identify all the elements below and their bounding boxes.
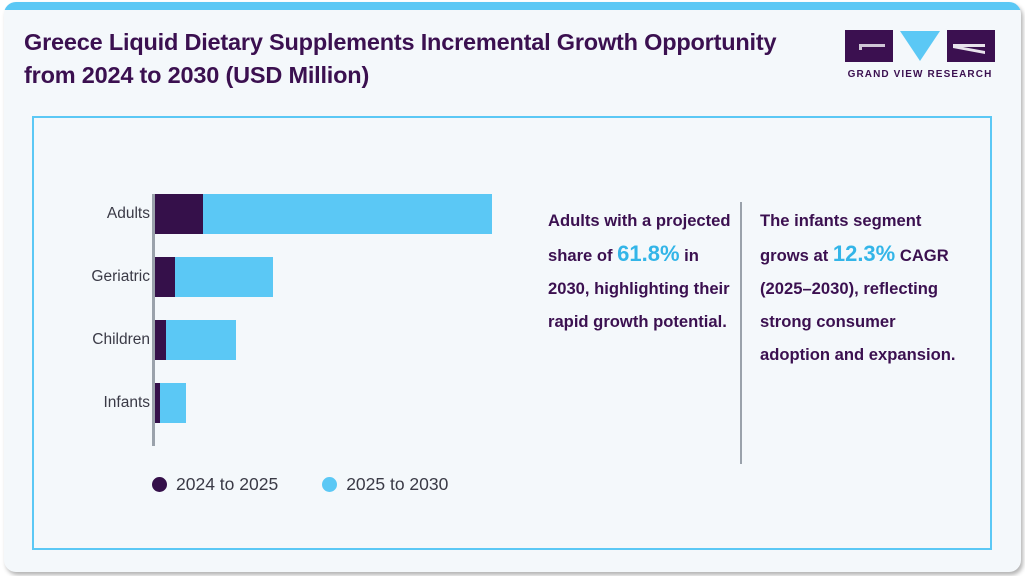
bar-segment-infants-1[interactable] <box>155 383 160 423</box>
callout-adults-share: Adults with a projected share of 61.8% i… <box>548 204 743 338</box>
y-axis-label-geriatric: Geriatric <box>91 268 150 285</box>
bar-segment-geriatric-2[interactable] <box>175 257 273 297</box>
infographic-card: Greece Liquid Dietary Supplements Increm… <box>4 2 1021 572</box>
callout-text-pre: The infants segment grows at <box>760 211 922 265</box>
y-axis-label-infants: Infants <box>103 394 150 411</box>
logo-wordmark: GRAND VIEW RESEARCH <box>847 69 993 80</box>
bar-segment-adults-1[interactable] <box>155 194 203 234</box>
legend-dot-icon <box>322 476 338 492</box>
y-axis-label-children: Children <box>92 331 150 348</box>
callout-text-post: CAGR (2025–2030), reflecting strong cons… <box>760 246 956 364</box>
bar-segment-geriatric-1[interactable] <box>155 257 175 297</box>
legend-item-2[interactable]: 2025 to 2030 <box>322 474 448 494</box>
bar-segment-infants-2[interactable] <box>159 383 186 423</box>
content-panel: Adults Geriatric Children Infants 2024 to 2… <box>32 116 992 550</box>
bar-chart: Adults Geriatric Children Infants <box>34 118 534 552</box>
legend-label: 2024 to 2025 <box>176 474 279 494</box>
page-title: Greece Liquid Dietary Supplements Increm… <box>24 29 777 88</box>
callout-infants-cagr: The infants segment grows at 12.3% CAGR … <box>760 204 965 371</box>
y-axis-labels: Adults Geriatric Children Infants <box>58 118 150 552</box>
y-axis-label-adults: Adults <box>106 205 150 222</box>
y-axis-line <box>152 194 155 446</box>
callout-text-pre: Adults with a projected share of <box>548 211 731 265</box>
bar-segment-children-1[interactable] <box>155 320 166 360</box>
callout-highlight-value: 12.3% <box>832 241 896 266</box>
legend-dot-icon <box>152 476 167 492</box>
legend-item-1[interactable]: 2024 to 2025 <box>152 474 278 494</box>
bar-segment-children-2[interactable] <box>166 320 236 360</box>
brand-logo: GRAND VIEW RESEARCH <box>845 28 995 80</box>
callout-highlight-value: 61.8% <box>617 241 680 266</box>
callout-divider <box>740 202 742 464</box>
callout-text-post: in 2030, highlighting their rapid growth… <box>548 246 730 331</box>
grand-view-research-logo-icon <box>845 30 995 62</box>
top-accent-bar <box>4 2 1021 10</box>
plot-area <box>155 194 525 446</box>
bar-segment-adults-2[interactable] <box>203 194 492 234</box>
legend-label: 2025 to 2030 <box>346 474 449 494</box>
chart-legend: 2024 to 2025 2025 to 2030 <box>152 474 448 494</box>
